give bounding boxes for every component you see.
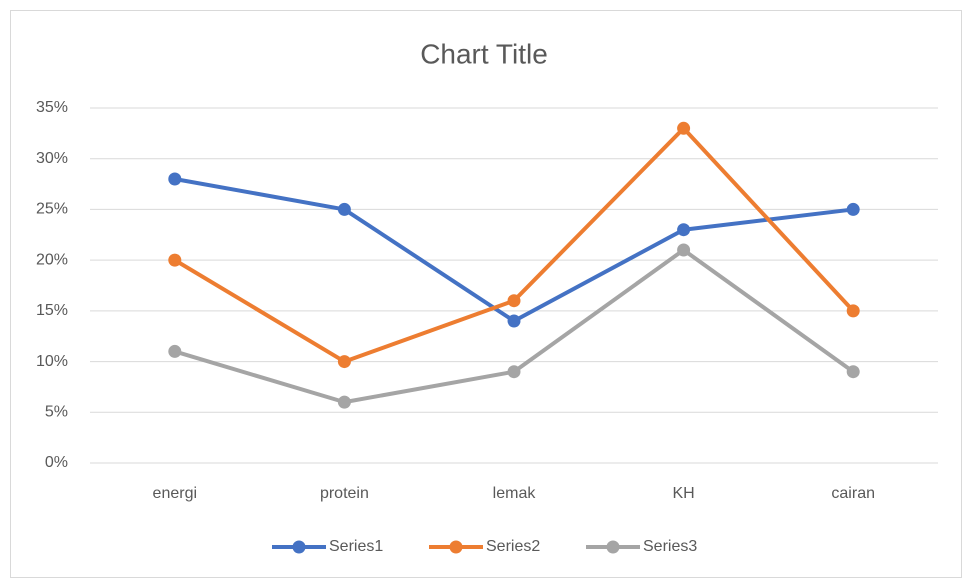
legend-label: Series3 [643,538,697,555]
y-tick-label: 20% [36,251,68,268]
x-tick-label: protein [320,485,369,502]
x-tick-label: lemak [493,485,537,502]
legend-marker [449,540,463,554]
data-point [507,314,521,328]
data-point [677,243,691,257]
legend-label: Series1 [329,538,383,555]
data-point [337,202,351,216]
x-tick-label: cairan [831,485,875,502]
y-tick-label: 30% [36,150,68,167]
data-point [846,304,860,318]
data-point [168,172,182,186]
legend-label: Series2 [486,538,540,555]
y-tick-label: 5% [45,404,68,421]
data-point [507,294,521,308]
data-point [507,365,521,379]
x-tick-label: energi [153,485,197,502]
chart-border [10,10,962,578]
legend-marker [606,540,620,554]
data-point [677,121,691,135]
y-tick-label: 15% [36,302,68,319]
data-point [677,223,691,237]
data-point [337,395,351,409]
data-point [337,355,351,369]
data-point [846,202,860,216]
data-point [168,253,182,267]
legend-marker [292,540,306,554]
data-point [168,344,182,358]
x-tick-label: KH [672,485,694,502]
y-tick-label: 10% [36,353,68,370]
data-point [846,365,860,379]
chart-title: Chart Title [420,38,548,69]
y-tick-label: 25% [36,201,68,218]
y-tick-label: 0% [45,454,68,471]
y-tick-label: 35% [36,99,68,116]
